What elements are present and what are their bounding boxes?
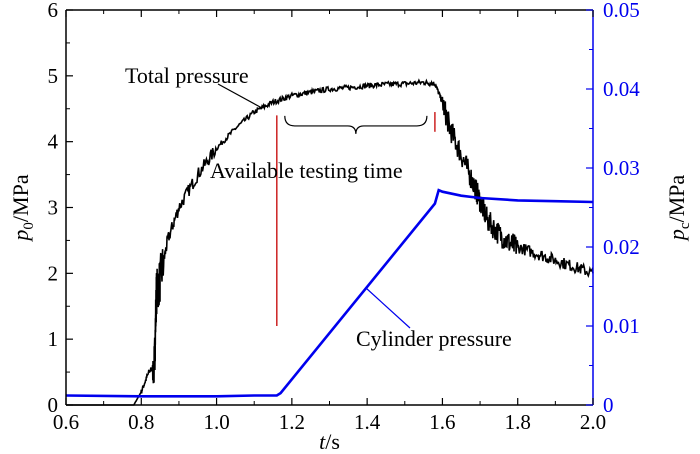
x-tick-label: 1.4 xyxy=(354,410,381,434)
right-tick-label: 0.01 xyxy=(603,314,640,338)
x-tick-label: 0.8 xyxy=(128,410,154,434)
x-tick-label: 2.0 xyxy=(580,410,606,434)
total-pressure-label: Total pressure xyxy=(125,63,249,88)
x-tick-label: 0.6 xyxy=(53,410,79,434)
right-tick-label: 0.05 xyxy=(603,0,640,22)
cylinder-pressure-line xyxy=(65,188,594,398)
x-axis-var: t xyxy=(319,429,326,454)
x-axis-unit: /s xyxy=(325,429,340,454)
left-tick-label: 5 xyxy=(48,64,59,88)
right-tick-label: 0.02 xyxy=(603,235,640,259)
left-axis-title: p0/MPa xyxy=(8,174,37,242)
x-tick-label: 1.6 xyxy=(429,410,455,434)
cylinder-pressure-label: Cylinder pressure xyxy=(356,326,512,351)
total-pressure-line xyxy=(66,78,594,406)
left-tick-label: 1 xyxy=(48,327,59,351)
x-axis-title: t/s xyxy=(319,429,340,454)
left-tick-label: 3 xyxy=(48,196,59,220)
x-tick-label: 1.8 xyxy=(505,410,531,434)
x-tick-label: 1.2 xyxy=(279,410,305,434)
left-tick-label: 6 xyxy=(48,0,59,22)
right-axis-sub: c xyxy=(677,222,693,229)
left-tick-label: 4 xyxy=(48,130,59,154)
left-axis-var: p xyxy=(8,230,33,243)
right-tick-label: 0 xyxy=(603,393,614,417)
left-axis-unit: /MPa xyxy=(8,174,33,222)
x-tick-label: 1.0 xyxy=(203,410,229,434)
right-tick-label: 0.03 xyxy=(603,156,640,180)
total-pressure-leader xyxy=(217,83,263,109)
right-axis-unit: /MPa xyxy=(664,175,689,223)
right-axis-title: pc/MPa xyxy=(664,175,693,243)
left-tick-label: 2 xyxy=(48,261,59,285)
cylinder-pressure-leader xyxy=(365,287,411,329)
left-tick-label: 0 xyxy=(48,393,59,417)
right-axis-var: p xyxy=(664,229,689,242)
testing-time-brace xyxy=(284,115,428,134)
left-axis-sub: 0 xyxy=(21,222,37,230)
testing-time-label: Available testing time xyxy=(210,158,403,183)
right-tick-label: 0.04 xyxy=(603,77,640,101)
